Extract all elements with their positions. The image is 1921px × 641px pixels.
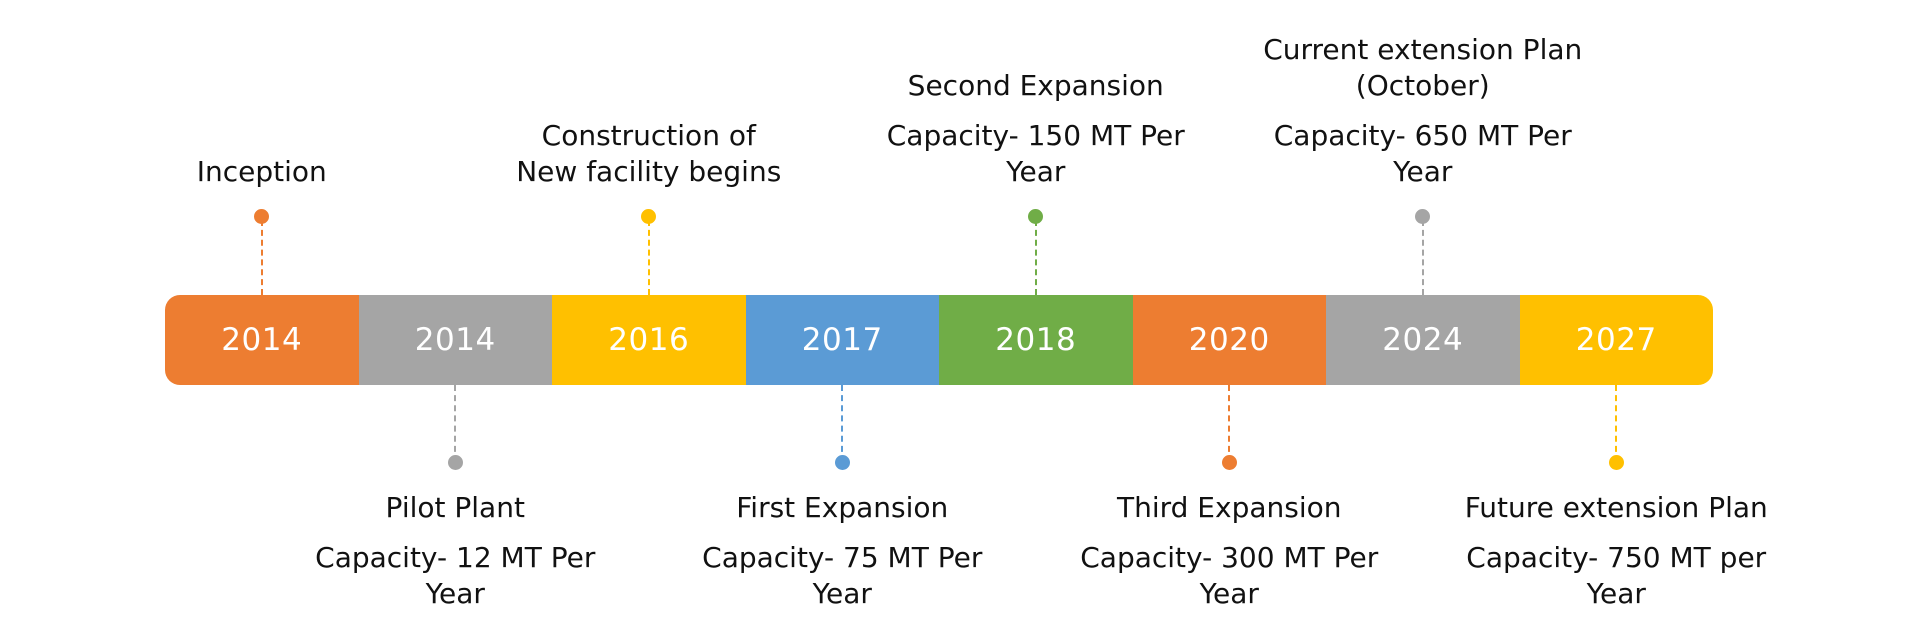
timeline-segment-2: 2014 bbox=[358, 295, 552, 385]
segment-year: 2027 bbox=[1575, 322, 1657, 358]
milestone-capacity: Capacity- 75 MT Per Year bbox=[702, 541, 983, 610]
milestone-label: Future extension Plan Capacity- 750 MT pe… bbox=[1451, 490, 1781, 612]
segment-year: 2016 bbox=[608, 322, 690, 358]
milestone-connector bbox=[647, 220, 650, 295]
segment-year: 2017 bbox=[801, 322, 883, 358]
milestone-dot bbox=[1415, 209, 1431, 224]
milestone-connector bbox=[260, 220, 263, 295]
milestone-title: Current extension Plan (October) bbox=[1263, 33, 1583, 102]
milestone-capacity: Capacity- 650 MT Per Year bbox=[1273, 119, 1572, 188]
milestone-title: Third Expansion bbox=[1116, 491, 1342, 524]
segment-year: 2024 bbox=[1382, 322, 1464, 358]
milestone-connector bbox=[841, 385, 844, 462]
milestone-connector bbox=[1615, 385, 1618, 462]
milestone-dot bbox=[1221, 455, 1237, 470]
milestone-title: Second Expansion bbox=[907, 69, 1164, 102]
timeline-segment-7: 2024 bbox=[1326, 295, 1520, 385]
timeline-segment-5: 2018 bbox=[939, 295, 1133, 385]
milestone-capacity: Capacity- 150 MT Per Year bbox=[886, 119, 1185, 188]
timeline-bar: 2014 2014 2016 2017 2018 2020 2024 2027 bbox=[165, 295, 1713, 385]
segment-year: 2014 bbox=[414, 322, 496, 358]
segment-year: 2018 bbox=[995, 322, 1077, 358]
milestone-dot bbox=[447, 455, 463, 470]
milestone-capacity: Capacity- 300 MT Per Year bbox=[1080, 541, 1379, 610]
timeline-segment-8: 2027 bbox=[1519, 295, 1713, 385]
milestone-dot bbox=[834, 455, 850, 470]
timeline-segment-4: 2017 bbox=[745, 295, 939, 385]
milestone-title: Construction of New facility begins bbox=[516, 119, 782, 188]
segment-year: 2020 bbox=[1188, 322, 1270, 358]
timeline-segment-1: 2014 bbox=[165, 295, 359, 385]
timeline-segment-3: 2016 bbox=[552, 295, 746, 385]
timeline-segment-6: 2020 bbox=[1132, 295, 1326, 385]
milestone-dot bbox=[641, 209, 657, 224]
milestone-dot bbox=[1608, 455, 1624, 470]
milestone-label: Second Expansion Capacity- 150 MT Per Year bbox=[871, 68, 1201, 190]
milestone-capacity: Capacity- 12 MT Per Year bbox=[315, 541, 596, 610]
milestone-label: Pilot Plant Capacity- 12 MT Per Year bbox=[290, 490, 620, 612]
milestone-title: First Expansion bbox=[736, 491, 949, 524]
milestone-connector bbox=[1228, 385, 1231, 462]
milestone-label: First Expansion Capacity- 75 MT Per Year bbox=[677, 490, 1007, 612]
milestone-label: Construction of New facility begins bbox=[484, 118, 814, 190]
segment-year: 2014 bbox=[221, 322, 303, 358]
milestone-capacity: Capacity- 750 MT per Year bbox=[1466, 541, 1767, 610]
milestone-dot bbox=[1028, 209, 1044, 224]
milestone-label: Third Expansion Capacity- 300 MT Per Year bbox=[1064, 490, 1394, 612]
milestone-connector bbox=[1034, 220, 1037, 295]
milestone-connector bbox=[454, 385, 457, 462]
milestone-label: Current extension Plan (October) Capacity-… bbox=[1258, 32, 1588, 190]
milestone-title: Future extension Plan bbox=[1464, 491, 1768, 524]
milestone-title: Inception bbox=[196, 155, 327, 188]
milestone-dot bbox=[254, 209, 270, 224]
milestone-connector bbox=[1421, 220, 1424, 295]
milestone-label: Inception bbox=[97, 154, 427, 190]
milestone-title: Pilot Plant bbox=[385, 491, 525, 524]
